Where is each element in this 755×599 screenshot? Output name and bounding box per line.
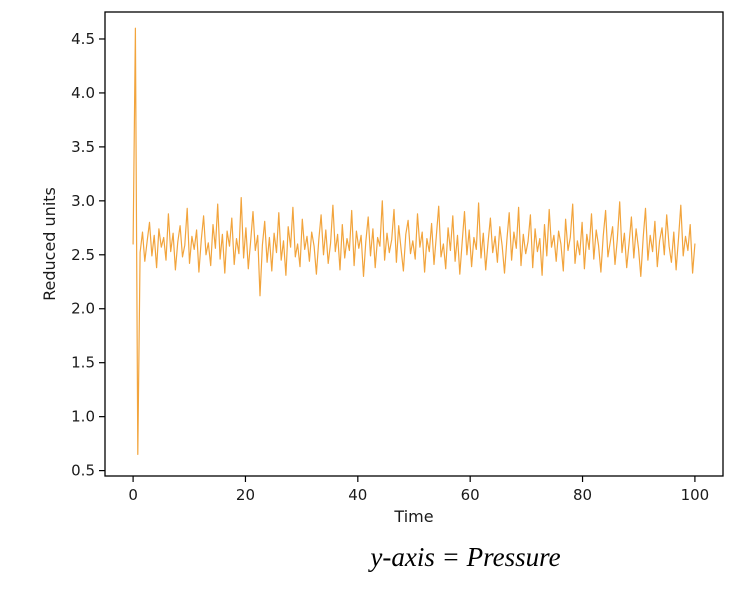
x-tick-label: 100 bbox=[681, 486, 710, 504]
x-tick-label: 80 bbox=[573, 486, 592, 504]
y-tick-label: 0.5 bbox=[71, 462, 95, 480]
y-tick-label: 1.5 bbox=[71, 354, 95, 372]
x-tick-label: 0 bbox=[128, 486, 138, 504]
y-tick-label: 2.5 bbox=[71, 246, 95, 264]
y-tick-label: 3.0 bbox=[71, 192, 95, 210]
y-axis-ticks: 0.5 1.0 1.5 2.0 2.5 3.0 3.5 4.0 4.5 bbox=[71, 30, 105, 480]
x-tick-label: 60 bbox=[461, 486, 480, 504]
y-tick-label: 3.5 bbox=[71, 138, 95, 156]
pressure-chart: 0 20 40 60 80 100 0.5 1.0 1.5 2.0 2.5 3.0 3.5 4.0 4.5… bbox=[40, 11, 724, 526]
y-tick-label: 1.0 bbox=[71, 408, 95, 426]
x-axis-label: Time bbox=[393, 507, 433, 526]
y-tick-label: 4.0 bbox=[71, 84, 95, 102]
pressure-line bbox=[132, 27, 696, 455]
y-axis-label: Reduced units bbox=[40, 187, 59, 301]
y-tick-label: 4.5 bbox=[71, 30, 95, 48]
x-tick-label: 20 bbox=[236, 486, 255, 504]
y-tick-label: 2.0 bbox=[71, 300, 95, 318]
figure-caption: y-axis = Pressure bbox=[370, 542, 561, 572]
x-axis-ticks: 0 20 40 60 80 100 bbox=[128, 476, 709, 504]
x-tick-label: 40 bbox=[348, 486, 367, 504]
